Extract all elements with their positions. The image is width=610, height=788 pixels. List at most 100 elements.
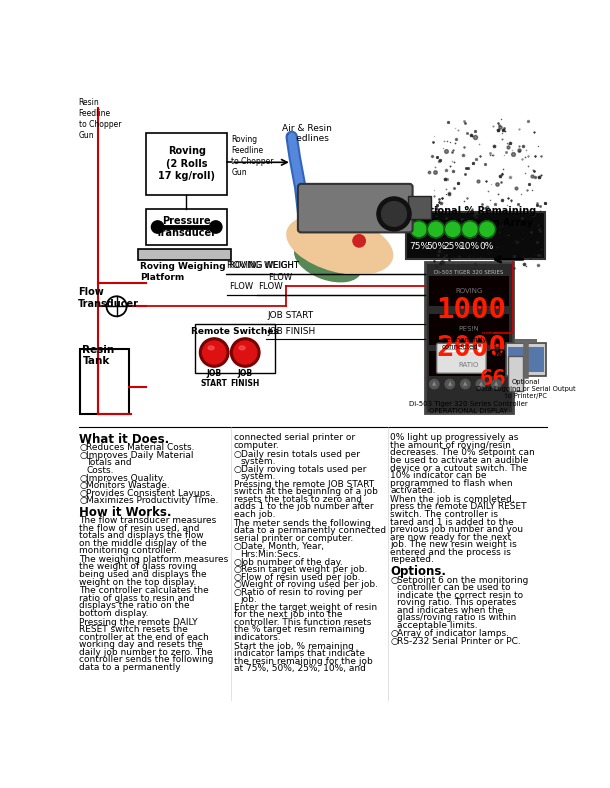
Text: Hrs:Min:Secs.: Hrs:Min:Secs. [240, 550, 301, 559]
Text: ○: ○ [390, 575, 398, 585]
Circle shape [353, 235, 365, 247]
Text: switch. The controller is: switch. The controller is [390, 510, 498, 519]
Ellipse shape [208, 346, 214, 350]
Text: Flow
Transducer: Flow Transducer [78, 287, 139, 309]
Text: Resin
Feedline
to Chopper
Gun: Resin Feedline to Chopper Gun [79, 98, 121, 140]
Text: ○: ○ [79, 481, 87, 490]
Text: ○: ○ [79, 496, 87, 505]
Text: controller. This function resets: controller. This function resets [234, 618, 371, 627]
Text: Remote Printer
permanently
connected: Remote Printer permanently connected [442, 329, 494, 351]
Text: ratio of glass to resin and: ratio of glass to resin and [79, 594, 195, 603]
Text: adds 1 to the job number after: adds 1 to the job number after [234, 503, 373, 511]
Text: the weight of glass roving: the weight of glass roving [79, 563, 197, 571]
Ellipse shape [239, 346, 245, 350]
Text: Job number of the day.: Job number of the day. [240, 558, 343, 567]
Text: Maximizes Productivity Time.: Maximizes Productivity Time. [87, 496, 219, 505]
Text: ▲: ▲ [432, 381, 436, 387]
FancyBboxPatch shape [508, 356, 523, 391]
Text: serial printer or computer.: serial printer or computer. [234, 533, 353, 543]
Ellipse shape [287, 215, 393, 274]
Circle shape [428, 221, 444, 238]
Text: at 75%, 50%, 25%, 10%, and: at 75%, 50%, 25%, 10%, and [234, 664, 365, 674]
Text: Improves Daily Material: Improves Daily Material [87, 451, 194, 460]
Text: Flow of resin used per job.: Flow of resin used per job. [240, 573, 360, 582]
Text: switch at the beginning of a job: switch at the beginning of a job [234, 487, 378, 496]
Text: Air & Resin
Feedlines: Air & Resin Feedlines [282, 124, 332, 143]
Text: are now ready for the next: are now ready for the next [390, 533, 511, 541]
Text: system.: system. [240, 472, 276, 481]
Text: the flow of resin used, and: the flow of resin used, and [79, 523, 200, 533]
Circle shape [444, 221, 461, 238]
Circle shape [461, 380, 470, 388]
Text: Setpoint 6 on the monitoring: Setpoint 6 on the monitoring [397, 575, 528, 585]
Text: roving ratio. This operates: roving ratio. This operates [397, 598, 516, 607]
Text: 10%: 10% [460, 243, 480, 251]
Text: ○: ○ [79, 474, 87, 482]
Text: Daily resin totals used per: Daily resin totals used per [240, 450, 359, 459]
Text: indicate the correct resin to: indicate the correct resin to [397, 590, 523, 600]
Text: ○: ○ [234, 450, 242, 459]
Text: totals and displays the flow: totals and displays the flow [79, 531, 204, 540]
Text: ○: ○ [234, 573, 242, 582]
Text: ROVING: ROVING [455, 288, 483, 294]
Text: ○: ○ [234, 465, 242, 474]
Text: 25%: 25% [443, 243, 463, 251]
Text: RESET switch resets the: RESET switch resets the [79, 625, 188, 634]
Text: Di-503 Tiger 320 Series Controller: Di-503 Tiger 320 Series Controller [409, 401, 528, 407]
Text: daily job number to zero. The: daily job number to zero. The [79, 648, 213, 657]
Circle shape [492, 380, 501, 388]
Text: OPERATIONAL DISPLAY: OPERATIONAL DISPLAY [429, 408, 508, 414]
Text: ○: ○ [234, 565, 242, 574]
Text: Di-503 TIGER 320 SERIES: Di-503 TIGER 320 SERIES [434, 270, 503, 275]
Text: displays the ratio on the: displays the ratio on the [79, 601, 190, 611]
FancyBboxPatch shape [506, 344, 546, 376]
Text: monitoring controller.: monitoring controller. [79, 546, 178, 556]
Text: ○: ○ [79, 444, 87, 452]
Circle shape [377, 197, 411, 231]
Circle shape [210, 221, 222, 233]
Text: Enter the target weight of resin: Enter the target weight of resin [234, 603, 377, 611]
Text: ▲: ▲ [448, 381, 452, 387]
Text: programmed to flash when: programmed to flash when [390, 478, 513, 488]
FancyBboxPatch shape [437, 344, 486, 374]
Text: for the next job into the: for the next job into the [234, 611, 342, 619]
Text: Pressure
Transducer: Pressure Transducer [156, 216, 217, 238]
Circle shape [234, 341, 257, 364]
Text: RATIO: RATIO [459, 362, 479, 368]
Text: and indicates when the: and indicates when the [397, 606, 503, 615]
FancyBboxPatch shape [80, 348, 129, 414]
Circle shape [203, 341, 226, 364]
Circle shape [411, 221, 428, 238]
Text: controller sends the following: controller sends the following [79, 656, 214, 664]
Text: ○: ○ [390, 637, 398, 646]
Text: ○: ○ [234, 542, 242, 552]
Text: Optional % Remaining
Indicator Lamp Array: Optional % Remaining Indicator Lamp Arra… [414, 206, 537, 228]
Text: Reduces Material Costs.: Reduces Material Costs. [87, 444, 195, 452]
Text: Pressing the remote DAILY: Pressing the remote DAILY [79, 618, 198, 626]
Text: activated.: activated. [390, 486, 436, 495]
Text: bottom display.: bottom display. [79, 609, 149, 618]
Text: the amount of roving/resin: the amount of roving/resin [390, 441, 511, 450]
Text: Pressing the remote JOB START: Pressing the remote JOB START [234, 480, 374, 489]
Text: system.: system. [240, 457, 276, 466]
Text: job. The new resin weight is: job. The new resin weight is [390, 540, 517, 549]
Text: indicators.: indicators. [234, 633, 281, 642]
Text: the % target resin remaining: the % target resin remaining [234, 626, 364, 634]
Text: being used and displays the: being used and displays the [79, 570, 207, 579]
Text: 2000: 2000 [436, 334, 506, 362]
FancyBboxPatch shape [515, 340, 537, 344]
Circle shape [199, 338, 229, 367]
Text: Weight of roving used per job.: Weight of roving used per job. [240, 580, 378, 589]
Text: Totals and: Totals and [87, 459, 132, 467]
FancyBboxPatch shape [408, 196, 431, 219]
Text: 66: 66 [479, 370, 506, 389]
Text: Daily roving totals used per: Daily roving totals used per [240, 465, 366, 474]
Text: 1000: 1000 [436, 296, 506, 324]
Circle shape [445, 380, 454, 388]
Text: Roving
Feedline
to Chopper
Gun: Roving Feedline to Chopper Gun [231, 135, 274, 177]
Text: tared and 1 is added to the: tared and 1 is added to the [390, 518, 514, 526]
Text: working day and resets the: working day and resets the [79, 641, 203, 649]
Text: computer.: computer. [234, 441, 279, 450]
Text: Optional
Data Logging or Serial Output
to Printer/PC: Optional Data Logging or Serial Output t… [476, 380, 576, 400]
Circle shape [151, 221, 164, 233]
